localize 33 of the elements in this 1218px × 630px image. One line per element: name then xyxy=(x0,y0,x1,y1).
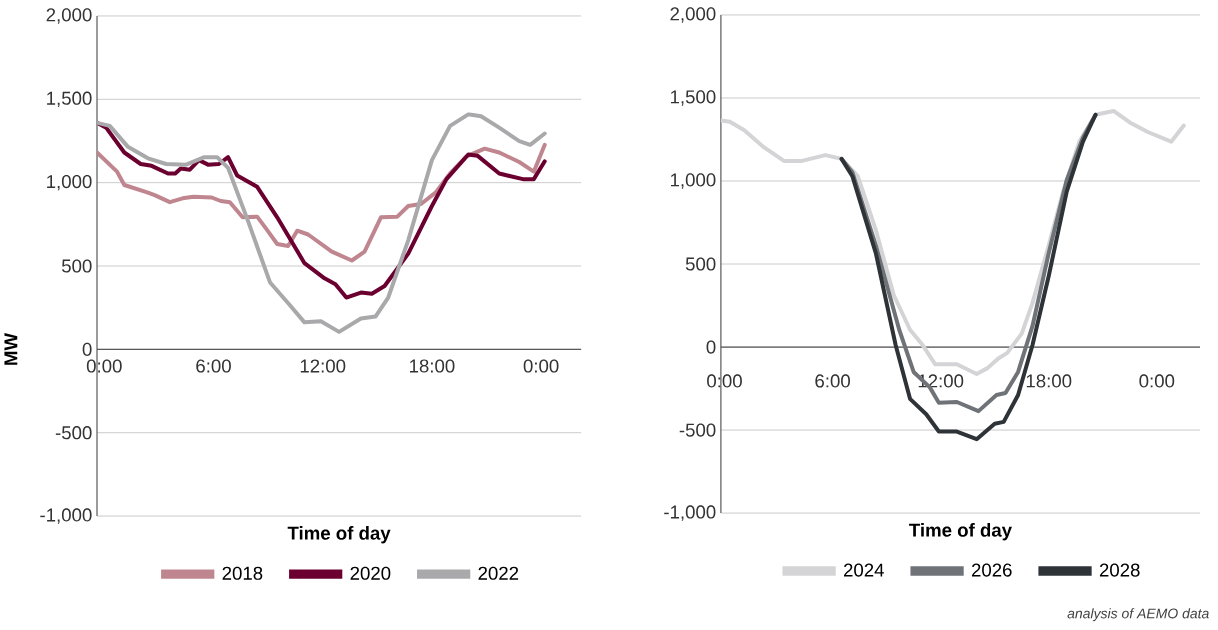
legend-label: 2020 xyxy=(350,566,391,580)
y-tick-label: 1,500 xyxy=(47,91,92,108)
x-tick-label: 6:00 xyxy=(815,374,850,388)
text: analysis of AEMO data xyxy=(1067,608,1209,622)
x-tick-label: 12:00 xyxy=(300,359,346,373)
y-tick-label: 1,000 xyxy=(47,175,92,191)
x-tick-label: 0:00 xyxy=(523,359,559,373)
y-tick-label: 2,000 xyxy=(670,7,716,23)
y-tick-label: 1,000 xyxy=(670,173,716,189)
x-axis-title: Time of day xyxy=(909,523,1012,541)
x-tick-label: 18:00 xyxy=(1026,374,1072,388)
y-tick-label: 500 xyxy=(61,259,92,273)
y-tick-label: -500 xyxy=(679,423,716,437)
y-tick-label: 1,500 xyxy=(670,90,716,106)
y-tick-label: -1,000 xyxy=(40,508,92,524)
y-tick-label: -1,000 xyxy=(664,505,716,521)
line-series xyxy=(97,112,547,334)
y-tick-label: 0 xyxy=(82,342,92,357)
y-tick-label: 2,000 xyxy=(46,8,92,24)
x-tick-label: 18:00 xyxy=(410,359,455,373)
legend-label: 2026 xyxy=(971,563,1012,577)
x-axis-title: Time of day xyxy=(287,526,391,544)
y-tick-label: 0 xyxy=(706,340,716,354)
x-tick-label: 6:00 xyxy=(196,359,231,373)
y-tick-label: -500 xyxy=(55,426,92,440)
y-tick-label: 500 xyxy=(685,257,716,271)
legend-label: 2024 xyxy=(843,563,884,577)
legend-label: 2028 xyxy=(1099,563,1140,577)
x-tick-label: 0:00 xyxy=(86,359,122,373)
legend-label: 2022 xyxy=(478,566,519,580)
x-tick-label: 0:00 xyxy=(1139,374,1175,388)
y-axis-title: MW xyxy=(4,333,18,365)
legend-label: 2018 xyxy=(222,566,263,580)
